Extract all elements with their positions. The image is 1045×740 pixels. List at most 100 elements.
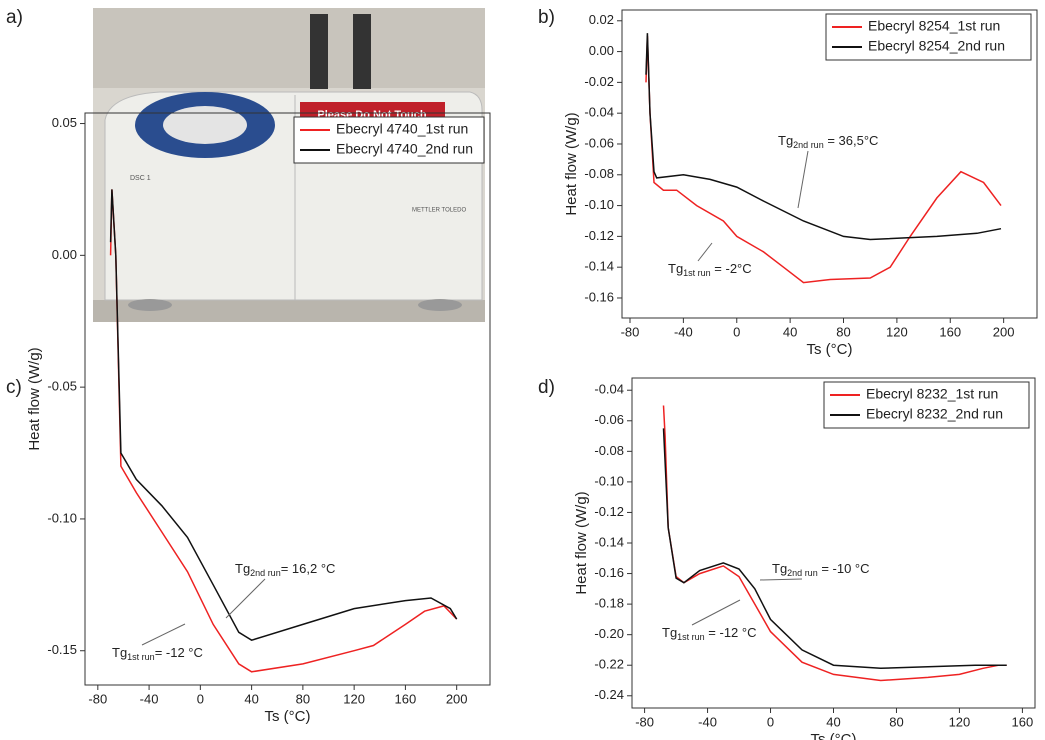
photo: Please Do Not Touch DSC 1 METTLER TOLEDO [93,8,485,322]
y-tick-label: -0.04 [584,105,614,120]
data-line [662,428,1007,670]
lid [163,106,247,144]
flowmeter [310,14,328,89]
data-line [109,189,458,642]
annotation-sub: 1st run [127,652,155,662]
x-tick-label: 160 [1012,714,1034,729]
y-tick-label: -0.02 [584,74,614,89]
x-axis-title: Ts (°C) [811,731,857,740]
y-tick-label: 0.05 [52,115,77,130]
y-tick-label: -0.22 [594,657,624,672]
x-tick-label: 0 [197,691,204,706]
legend-text: Ebecryl 4740_1st run [336,121,468,137]
legend-text: Ebecryl 8232_2nd run [866,406,1003,422]
y-tick-label: -0.06 [594,412,624,427]
x-tick-label: -40 [674,324,693,339]
y-tick-label: -0.16 [594,565,624,580]
x-tick-label: -80 [621,324,640,339]
plot-frame [621,9,1038,319]
annotation: Tg2nd run = 36,5°C [778,133,878,150]
data-line [645,33,1002,241]
y-tick-label: -0.12 [594,504,624,519]
legend-box [825,13,1032,61]
annotation-sub: 1st run [683,268,711,278]
annotation-leader [225,578,266,619]
y-tick-label: -0.14 [584,259,614,274]
model-text: DSC 1 [130,175,151,182]
data-line [645,36,1002,284]
x-axis-title: Ts (°C) [265,708,311,725]
y-tick-label: -0.10 [594,473,624,488]
panel-label: c) [6,377,22,398]
y-tick-label: -0.04 [594,382,624,397]
annotation-main: Tg [778,133,793,148]
x-tick-label: 80 [296,691,310,706]
y-tick-label: 0.00 [52,247,77,262]
legend-text: Ebecryl 8254_2nd run [868,38,1005,54]
x-tick-label: -80 [88,691,107,706]
y-tick-label: -0.08 [594,443,624,458]
y-tick-label: -0.12 [584,228,614,243]
annotation-rest: = -2°C [711,261,752,276]
x-tick-label: 80 [836,324,850,339]
annotation: Tg1st run = -2°C [668,261,752,278]
annotation-rest: = -10 °C [818,561,870,576]
plot-frame [84,112,491,686]
x-tick-label: -80 [635,714,654,729]
y-tick-label: -0.20 [594,626,624,641]
y-tick-label: -0.24 [594,687,624,702]
y-tick-label: -0.06 [584,135,614,150]
x-tick-label: 200 [446,691,468,706]
annotation-rest: = 16,2 °C [281,561,336,576]
x-tick-label: 120 [886,324,908,339]
legend-text: Ebecryl 8232_1st run [866,386,998,402]
legend-text: Ebecryl 8254_1st run [868,18,1000,34]
annotation-main: Tg [772,561,787,576]
x-tick-label: -40 [140,691,159,706]
x-tick-label: 200 [993,324,1015,339]
y-tick-label: -0.15 [47,642,77,657]
panel-label: b) [538,7,555,28]
y-tick-label: -0.08 [584,166,614,181]
x-tick-label: 120 [343,691,365,706]
x-axis-title: Ts (°C) [807,341,853,358]
annotation-sub: 2nd run [787,568,818,578]
photo-wall [93,8,485,88]
annotation-rest: = 36,5°C [824,133,879,148]
annotation-rest: = -12 °C [155,645,203,660]
legend-text: Ebecryl 4740_2nd run [336,141,473,157]
x-tick-label: 0 [767,714,774,729]
annotation-leader [691,599,741,626]
annotation: Tg1st run = -12 °C [662,625,757,642]
x-tick-label: 80 [889,714,903,729]
y-tick-label: -0.16 [584,289,614,304]
photo-bench [93,300,485,322]
legend-box [823,381,1030,429]
annotation: Tg2nd run= 16,2 °C [235,561,335,578]
annotation-rest: = -12 °C [705,625,757,640]
y-tick-label: -0.05 [47,379,77,394]
annotation-main: Tg [668,261,683,276]
x-tick-label: -40 [698,714,717,729]
annotation: Tg2nd run = -10 °C [772,561,870,578]
y-axis-title: Heat flow (W/g) [573,491,590,594]
annotation-leader [141,623,186,646]
x-tick-label: 40 [783,324,797,339]
foot [128,299,172,311]
x-tick-label: 0 [733,324,740,339]
flowmeter [353,14,371,89]
annotation: Tg1st run= -12 °C [112,645,203,662]
y-axis-title: Heat flow (W/g) [563,112,580,215]
y-tick-label: -0.10 [584,197,614,212]
panel-label: a) [6,7,23,28]
y-tick-label: 0.00 [589,43,614,58]
panel-label: d) [538,377,555,398]
annotation-leader [797,150,809,209]
x-tick-label: 40 [244,691,258,706]
annotation-sub: 2nd run [793,140,824,150]
y-tick-label: -0.10 [47,510,77,525]
y-axis-title: Heat flow (W/g) [26,347,43,450]
x-tick-label: 40 [826,714,840,729]
annotation-leader [697,242,713,262]
